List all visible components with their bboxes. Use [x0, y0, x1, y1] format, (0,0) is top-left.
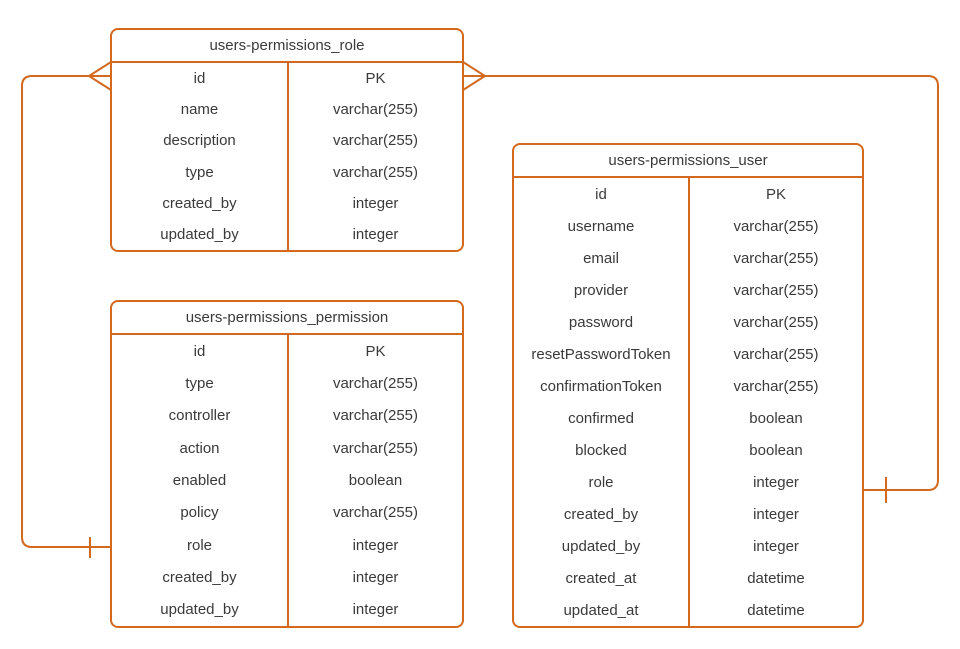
- field-type-cell: integer: [688, 530, 862, 562]
- field-type-cell: varchar(255): [287, 367, 462, 400]
- field-type-cell: integer: [287, 187, 462, 219]
- field-name-cell: description: [163, 132, 236, 150]
- entity-users-permissions-permission: users-permissions_permission id PK type var…: [110, 300, 464, 628]
- relationship-role-permission: [21, 61, 112, 558]
- entity-title: users-permissions_role: [112, 30, 462, 63]
- field-type-cell: varchar(255): [287, 156, 462, 188]
- field-name-cell: blocked: [575, 441, 627, 459]
- field-type-cell: varchar(255): [287, 399, 462, 432]
- crows-foot-many-marker: [462, 61, 487, 91]
- field-type-cell: varchar(255): [688, 370, 862, 402]
- field-type-cell: varchar(255): [287, 94, 462, 126]
- field-name-cell: enabled: [172, 471, 227, 489]
- field-type-cell: PK: [688, 178, 862, 210]
- field-type-cell: integer: [287, 561, 462, 594]
- field-type-cell: boolean: [688, 434, 862, 466]
- field-name-cell: updated_by: [160, 225, 239, 243]
- field-name-cell: email: [583, 249, 619, 267]
- field-name-cell: updated_by: [561, 537, 641, 555]
- entity-field-list: id PK type varchar(255) controller varchar(25…: [112, 335, 462, 626]
- entity-field-list: id PK name varchar(255) description varchar(2…: [112, 63, 462, 250]
- field-name-cell: username: [567, 217, 635, 235]
- field-name-cell: created_by: [162, 194, 237, 212]
- field-type-cell: varchar(255): [287, 125, 462, 157]
- field-type-cell: varchar(255): [688, 274, 862, 306]
- field-name-cell: created_by: [563, 505, 639, 523]
- field-name-cell: provider: [573, 281, 629, 299]
- entity-title: users-permissions_user: [514, 145, 862, 178]
- field-type-cell: integer: [688, 498, 862, 530]
- field-type-cell: integer: [287, 528, 462, 562]
- crows-foot-many-marker: [87, 61, 112, 91]
- field-type-cell: varchar(255): [688, 210, 862, 242]
- field-name-cell: password: [568, 313, 634, 331]
- field-type-cell: varchar(255): [287, 496, 462, 529]
- field-name-cell: created_by: [162, 568, 237, 586]
- field-type-cell: integer: [287, 593, 462, 626]
- entity-field-list: id PK username varchar(255) email varchar(255…: [514, 178, 862, 626]
- field-type-cell: integer: [287, 218, 462, 250]
- field-type-cell: varchar(255): [287, 431, 462, 465]
- field-type-cell: varchar(255): [688, 242, 862, 274]
- field-name-cell: id: [193, 70, 206, 88]
- entity-users-permissions-user: users-permissions_user id PK username varch…: [512, 143, 864, 628]
- entity-title: users-permissions_permission: [112, 302, 462, 335]
- field-type-cell: varchar(255): [688, 338, 862, 370]
- field-name-cell: id: [595, 185, 607, 203]
- field-name-cell: role: [186, 536, 212, 554]
- field-name-cell: type: [185, 374, 214, 392]
- field-name-cell: id: [193, 342, 206, 360]
- field-name-cell: type: [185, 163, 214, 181]
- field-type-cell: PK: [287, 63, 462, 95]
- field-type-cell: boolean: [287, 464, 462, 497]
- field-name-cell: policy: [180, 504, 219, 522]
- field-name-cell: name: [180, 101, 219, 119]
- field-name-cell: updated_at: [563, 601, 639, 619]
- field-name-cell: confirmed: [568, 409, 634, 427]
- field-name-cell: resetPasswordToken: [531, 345, 671, 363]
- field-name-cell: action: [179, 439, 220, 457]
- field-name-cell: updated_by: [160, 601, 239, 619]
- field-type-cell: integer: [688, 466, 862, 498]
- field-type-cell: datetime: [688, 562, 862, 594]
- field-name-cell: created_at: [565, 569, 637, 587]
- field-name-cell: role: [588, 473, 614, 491]
- field-name-cell: controller: [168, 407, 231, 425]
- entity-users-permissions-role: users-permissions_role id PK name varchar(2…: [110, 28, 464, 252]
- field-name-cell: confirmationToken: [540, 377, 662, 395]
- relationship-line: [21, 75, 111, 548]
- field-type-cell: varchar(255): [688, 306, 862, 338]
- field-type-cell: PK: [287, 335, 462, 368]
- field-type-cell: boolean: [688, 402, 862, 434]
- field-type-cell: datetime: [688, 594, 862, 626]
